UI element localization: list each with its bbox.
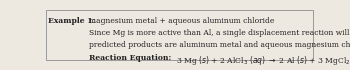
Text: predicted products are aluminum metal and aqueous magnesium chloride: predicted products are aluminum metal an… xyxy=(89,41,350,49)
Text: 3 Mg $(s)$ + 2 AlCl$_3$ $(aq)$ $\rightarrow$ 2 Al $(s)$ + 3 MgCl$_2$ $(aq)$: 3 Mg $(s)$ + 2 AlCl$_3$ $(aq)$ $\rightar… xyxy=(176,54,350,67)
FancyBboxPatch shape xyxy=(46,10,313,60)
Text: Reaction Equation:: Reaction Equation: xyxy=(89,54,176,62)
Text: Example 1:: Example 1: xyxy=(48,17,95,25)
Text: Reaction Equation:: Reaction Equation: xyxy=(89,54,176,62)
Text: Since Mg is more active than Al, a single displacement reaction will occur.   Th: Since Mg is more active than Al, a singl… xyxy=(89,29,350,37)
Text: magnesium metal + aqueous aluminum chloride: magnesium metal + aqueous aluminum chlor… xyxy=(89,17,274,25)
